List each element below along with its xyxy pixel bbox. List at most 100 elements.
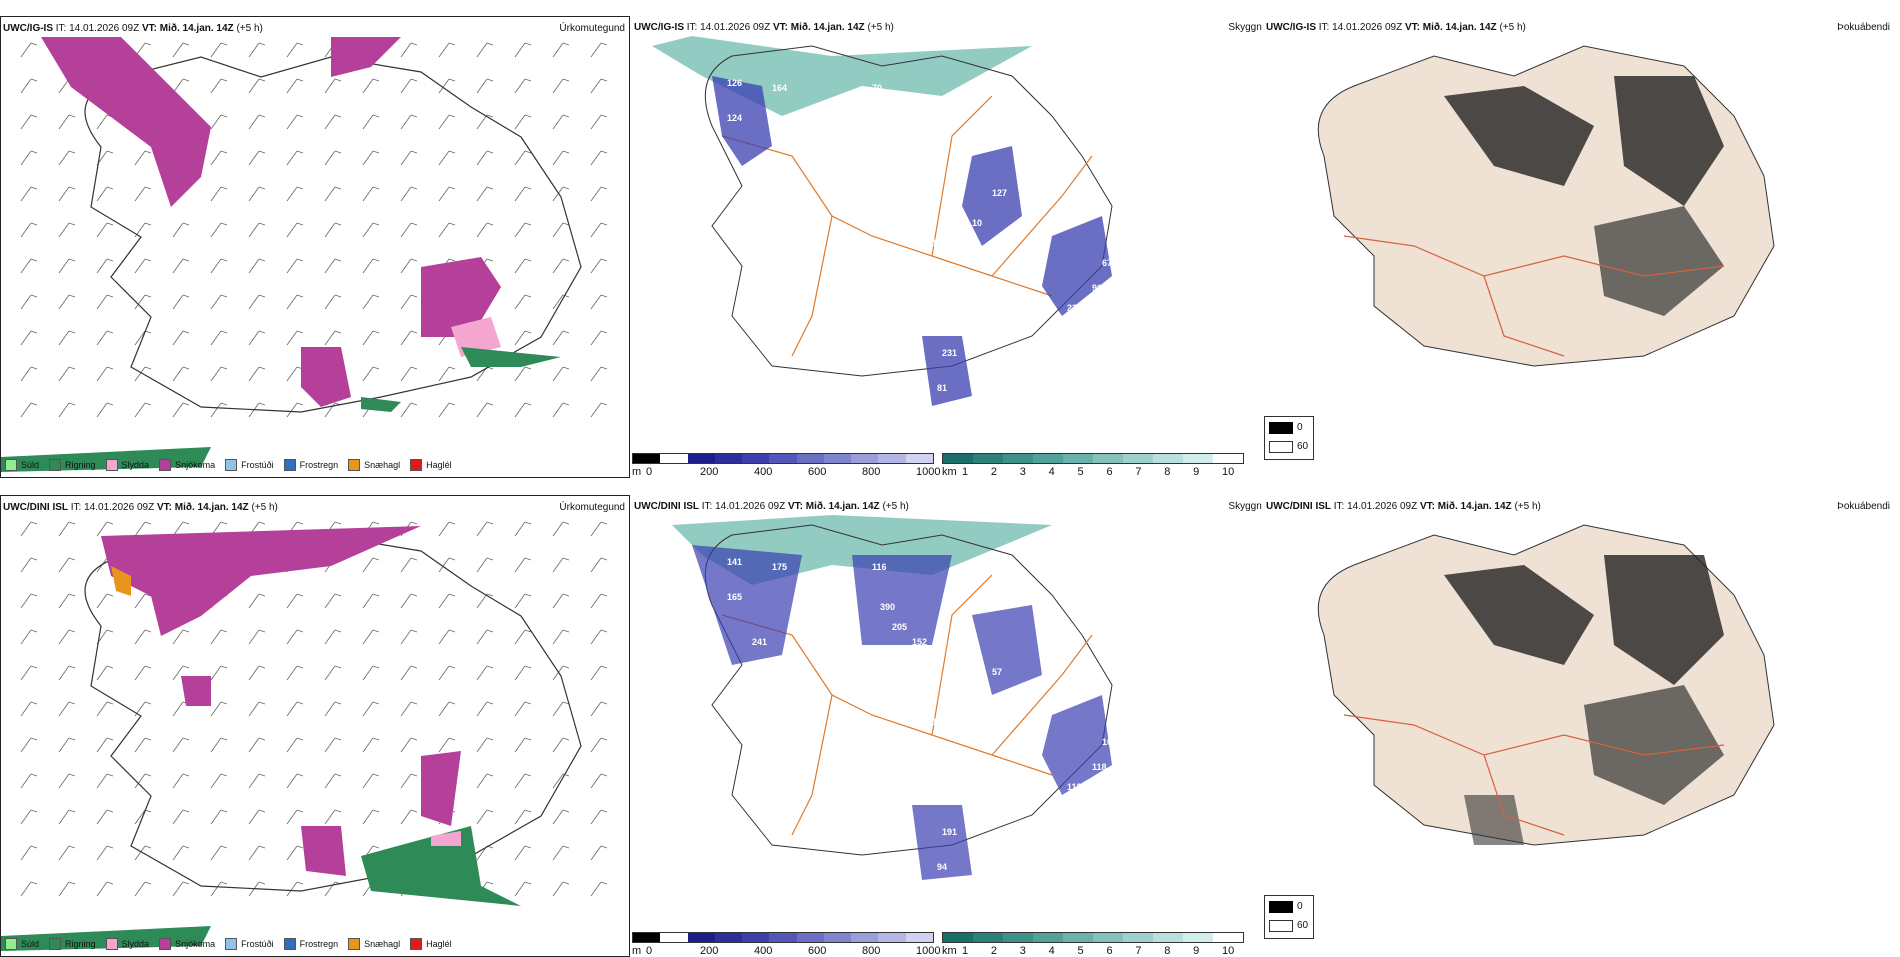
wind-barb <box>210 294 222 310</box>
snow-area <box>421 257 501 337</box>
wind-barb-tick <box>144 881 152 885</box>
wind-barb <box>590 593 602 609</box>
colorbar-tick: 6 <box>1106 945 1113 957</box>
wind-barb-tick <box>68 114 76 118</box>
wind-barb <box>324 330 336 346</box>
wind-barb-tick <box>68 809 76 813</box>
wind-barb-tick <box>258 737 266 741</box>
snow-area <box>301 347 351 407</box>
wind-barb <box>362 809 374 825</box>
wind-barb <box>438 42 450 58</box>
wind-barb-tick <box>30 629 38 633</box>
colorbar-distance-unit: km <box>942 466 957 478</box>
wind-barb <box>476 114 488 130</box>
graupel-area <box>111 566 131 596</box>
wind-barb-tick <box>486 737 494 741</box>
wind-barb <box>134 809 146 825</box>
wind-barb <box>590 809 602 825</box>
wind-barb <box>58 114 70 130</box>
wind-barb <box>286 330 298 346</box>
wind-barb-tick <box>334 222 342 226</box>
wind-barb <box>552 773 564 789</box>
wind-barb <box>438 402 450 418</box>
wind-barb-tick <box>182 42 190 46</box>
wind-barb-tick <box>486 593 494 597</box>
wind-barb-tick <box>334 330 342 334</box>
wind-barb <box>590 557 602 573</box>
wind-barb-tick <box>486 42 494 46</box>
panel-header: UWC/IG-IS IT: 14.01.2026 09Z VT: Mið. 14… <box>3 23 263 34</box>
wind-barb-tick <box>562 258 570 262</box>
legend-label: Snjókoma <box>175 460 216 470</box>
wind-barb <box>58 186 70 202</box>
wind-barb <box>210 402 222 418</box>
low-vis-area <box>712 76 772 166</box>
wind-barb <box>58 701 70 717</box>
wind-barb-tick <box>600 593 608 597</box>
colorbar-tick: 800 <box>862 466 881 478</box>
wind-barb-tick <box>258 881 266 885</box>
fog-key-swatch-dark <box>1269 901 1293 913</box>
wind-barb <box>248 845 260 861</box>
wind-barb-tick <box>30 150 38 154</box>
wind-barb-tick <box>562 294 570 298</box>
wind-barb-tick <box>30 258 38 262</box>
wind-barb-tick <box>182 809 190 813</box>
wind-barb <box>248 773 260 789</box>
wind-barb <box>324 186 336 202</box>
wind-barb <box>248 593 260 609</box>
wind-barb <box>172 402 184 418</box>
wind-barb-tick <box>68 701 76 705</box>
wind-barb-tick <box>296 186 304 190</box>
wind-barb-tick <box>524 366 532 370</box>
wind-barb-tick <box>448 150 456 154</box>
visibility-map: 141 175 165 169 241 317 129 116 390 205 152 101 57 10… <box>672 515 1117 880</box>
wind-barb-tick <box>600 258 608 262</box>
wind-barb-tick <box>524 402 532 406</box>
wind-barb <box>20 773 32 789</box>
wind-barb-tick <box>182 773 190 777</box>
wind-barb <box>324 773 336 789</box>
wind-barb <box>590 629 602 645</box>
wind-barb-tick <box>524 186 532 190</box>
fog-key-swatch-dark <box>1269 422 1293 434</box>
wind-barb-tick <box>30 773 38 777</box>
wind-barb-tick <box>334 809 342 813</box>
wind-barb <box>210 222 222 238</box>
wind-barb <box>590 737 602 753</box>
wind-barb-tick <box>220 845 228 849</box>
wind-barb <box>324 737 336 753</box>
wind-barb-tick <box>600 881 608 885</box>
wind-barb-tick <box>30 402 38 406</box>
wind-barb <box>286 629 298 645</box>
panel-header: UWC/DINI ISL IT: 14.01.2026 09Z VT: Mið.… <box>634 501 909 512</box>
wind-barb <box>96 402 108 418</box>
wind-barb-tick <box>524 629 532 633</box>
wind-barb <box>552 665 564 681</box>
wind-barb <box>172 809 184 825</box>
wind-barb-tick <box>182 78 190 82</box>
colorbar-height <box>632 932 934 943</box>
wind-barb-tick <box>68 186 76 190</box>
legend-item: Haglél <box>410 938 452 950</box>
wind-barb-tick <box>524 114 532 118</box>
colorbar-tick: 2 <box>990 466 997 478</box>
wind-barb <box>362 150 374 166</box>
colorbar-tick: 200 <box>700 466 719 478</box>
colorbar-height-unit: m <box>632 945 642 957</box>
wind-barb <box>134 521 146 537</box>
wind-barb <box>324 222 336 238</box>
wind-barb <box>20 78 32 94</box>
wind-barb-tick <box>562 665 570 669</box>
legend-swatch <box>410 459 423 471</box>
wind-barb-tick <box>410 366 418 370</box>
wind-barb <box>552 629 564 645</box>
wind-barb <box>172 701 184 717</box>
wind-barb-tick <box>106 593 114 597</box>
wind-barb <box>58 521 70 537</box>
wind-barb-tick <box>296 881 304 885</box>
wind-barb <box>286 773 298 789</box>
wind-barb-tick <box>68 593 76 597</box>
roads <box>1343 714 1725 836</box>
wind-barb <box>58 150 70 166</box>
